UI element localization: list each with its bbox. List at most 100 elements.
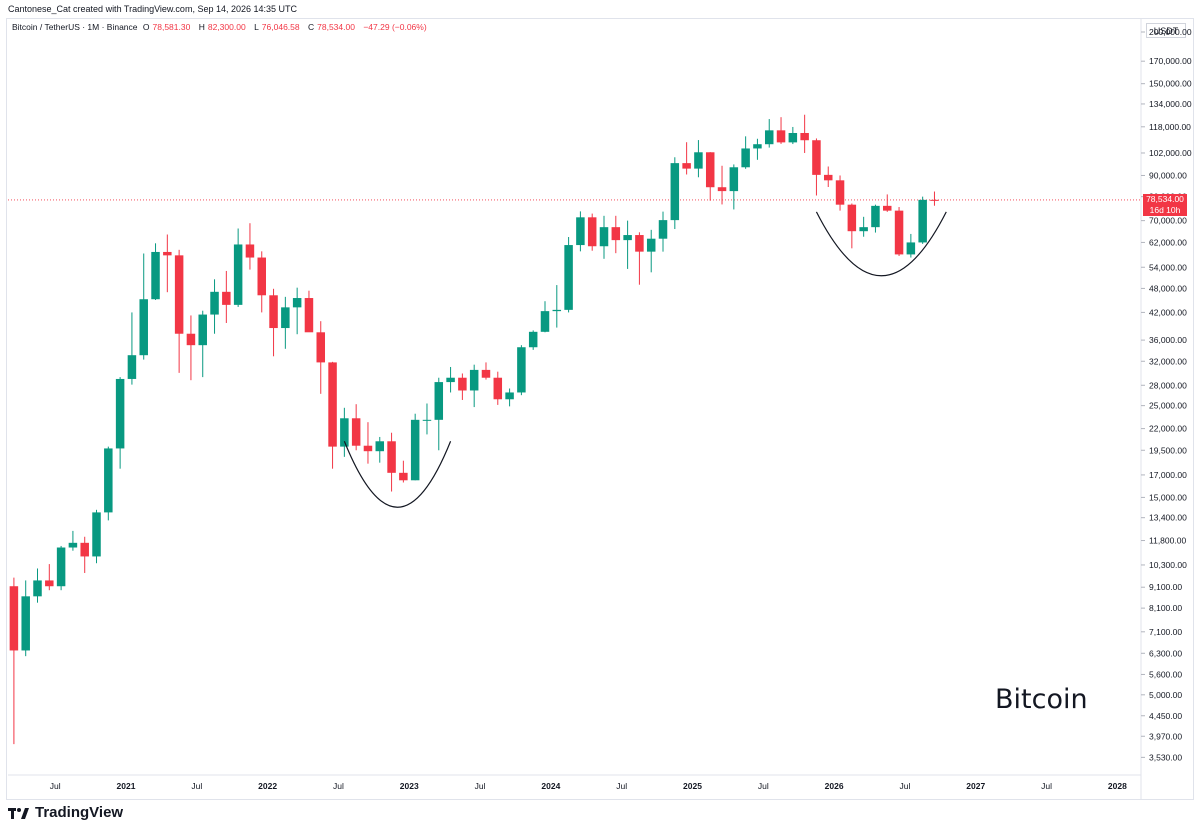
candle-body [458,377,467,391]
candle-body [800,132,809,141]
candle-body [764,130,774,145]
candle-body [434,382,444,420]
x-tick-label: Jul [333,781,344,791]
y-tick-label: 22,000.00 [1149,424,1187,434]
y-tick-label: 150,000.00 [1149,79,1192,89]
x-tick-label: 2025 [683,781,702,791]
candle-body [623,235,632,241]
candle-body [351,418,361,446]
candle-body [304,298,314,333]
candle-body [894,210,904,255]
symbol-name: Bitcoin / TetherUS · 1M · Binance [12,22,138,32]
candle-body [658,220,668,239]
y-tick-label: 170,000.00 [1149,56,1192,66]
candle-body [21,596,30,651]
y-tick-label: 11,800.00 [1149,536,1186,546]
candle-body [469,369,479,391]
tradingview-logo[interactable]: TradingView [8,804,123,821]
x-tick-label: 2022 [258,781,277,791]
x-tick-label: Jul [50,781,61,791]
x-tick-label: Jul [191,781,202,791]
candle-body [599,227,609,247]
currency-selector[interactable]: USDT [1146,23,1186,38]
candle-body [930,199,939,201]
x-tick-label: 2021 [117,781,136,791]
candle-body [611,227,621,241]
x-tick-label: Jul [475,781,486,791]
candle-body [741,148,750,168]
candle-body [552,309,562,312]
candle-body [729,167,739,192]
candle-body [245,244,255,258]
candle-body [210,291,219,315]
high-value: 82,300.00 [207,22,246,32]
bar-countdown-tag: 16d 10h [1143,204,1187,216]
candle-body [399,472,408,481]
candle-body [222,291,231,305]
candle-body [835,180,845,205]
x-tick-label: Jul [1041,781,1052,791]
y-tick-label: 19,500.00 [1149,445,1187,455]
candle-body [446,377,455,383]
close-value: 78,534.00 [317,22,355,32]
y-tick-label: 42,000.00 [1149,307,1187,317]
candle-body [340,418,349,447]
chart-frame [6,18,1194,800]
y-tick-label: 36,000.00 [1149,335,1187,345]
y-tick-label: 13,400.00 [1149,513,1187,523]
change-value: −47.29 (−0.06%) [363,22,427,32]
candle-body [115,378,125,449]
candle-body [139,299,148,356]
tradingview-logo-icon [8,807,29,819]
low-label: L [254,22,259,32]
candle-body [92,512,101,557]
candle-body [104,448,113,513]
candle-body [316,332,326,363]
candle-body [33,580,42,597]
y-tick-label: 54,000.00 [1149,262,1187,272]
y-tick-label: 5,600.00 [1149,669,1182,679]
candle-body [871,205,880,228]
candle-body [422,419,432,421]
candle-body [363,445,373,452]
rounded-bottom-curve [815,211,947,277]
candle-body [587,217,597,247]
candle-body [918,199,927,243]
candle-body [528,331,538,348]
y-tick-label: 15,000.00 [1149,492,1187,502]
candle-body [788,132,798,143]
candle-body [682,163,691,169]
candle-body [68,542,78,548]
y-tick-label: 9,100.00 [1149,582,1182,592]
candle-body [174,255,184,334]
candle-body [883,205,892,211]
candle-body [670,163,680,221]
high-label: H [198,22,205,32]
candle-body [505,392,514,400]
x-tick-label: Jul [616,781,627,791]
open-value: 78,581.30 [152,22,191,32]
y-tick-label: 6,300.00 [1149,648,1182,658]
candle-body [375,441,385,452]
candle-body [576,217,585,246]
candle-body [9,586,19,651]
y-tick-label: 8,100.00 [1149,603,1182,613]
candle-body [705,152,715,188]
symbol-legend: Bitcoin / TetherUS · 1M · Binance O 78,58… [12,22,430,32]
candle-body [410,419,420,481]
candle-body [151,251,160,300]
y-tick-label: 32,000.00 [1149,356,1187,366]
y-tick-label: 25,000.00 [1149,401,1187,411]
candle-body [646,238,656,252]
candle-body [776,130,786,143]
candle-body [163,251,172,256]
y-tick-label: 7,100.00 [1149,627,1182,637]
y-tick-label: 118,000.00 [1149,122,1191,132]
y-tick-label: 4,450.00 [1149,711,1182,721]
candle-body [45,580,54,587]
x-tick-label: 2023 [400,781,419,791]
candle-body [540,311,550,332]
candle-body [717,187,727,192]
candle-body [481,369,491,378]
